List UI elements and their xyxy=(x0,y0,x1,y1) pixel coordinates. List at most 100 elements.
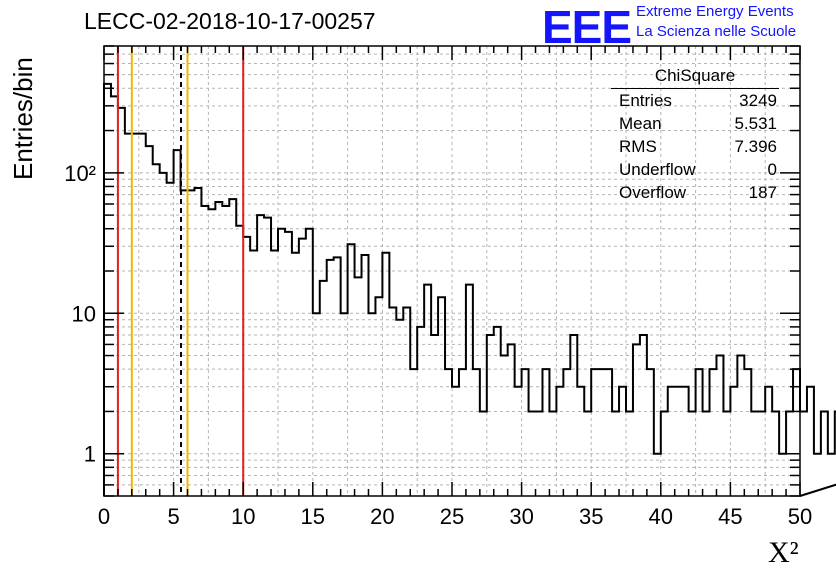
histogram-bin xyxy=(139,134,146,496)
histogram-bin xyxy=(772,411,779,496)
histogram-bin xyxy=(807,387,814,496)
histogram-bin xyxy=(417,327,424,496)
stats-row-overflow: Overflow 187 xyxy=(611,181,779,204)
stats-label: Overflow xyxy=(619,183,687,202)
histogram-bin xyxy=(612,411,619,496)
histogram-bin xyxy=(480,411,487,496)
axis-ticks xyxy=(103,45,801,497)
histogram-bin xyxy=(779,454,786,496)
histogram-outline xyxy=(103,82,836,497)
histogram-bin xyxy=(800,411,807,496)
histogram-bin xyxy=(292,253,299,496)
histogram-bin xyxy=(104,84,111,496)
logo-subtitle-2: La Scienza nelle Scuole xyxy=(636,23,797,40)
stats-label: Underflow xyxy=(619,160,696,179)
y-tick-label: 1 xyxy=(84,442,96,467)
x-tick-label: 35 xyxy=(579,504,603,529)
histogram-bin xyxy=(515,387,522,496)
histogram-bin xyxy=(194,188,201,496)
histogram-bin xyxy=(640,335,647,496)
histogram-bin xyxy=(278,229,285,496)
histogram-bin xyxy=(271,250,278,496)
stats-label: RMS xyxy=(619,137,657,156)
histogram-bin xyxy=(730,387,737,496)
histogram-bin xyxy=(577,387,584,496)
eee-logo: EEE xyxy=(542,1,632,53)
reference-lines xyxy=(116,46,245,496)
histogram-bin xyxy=(487,335,494,496)
histogram-bin xyxy=(389,307,396,496)
stats-row-rms: RMS 7.396 xyxy=(611,135,779,158)
histogram-bin xyxy=(111,96,118,496)
histogram-bin xyxy=(452,387,459,496)
x-tick-label: 10 xyxy=(231,504,255,529)
histogram-bin xyxy=(529,411,536,496)
histogram-bin xyxy=(522,369,529,496)
y-tick-label: 10² xyxy=(64,161,96,186)
histogram-bin xyxy=(723,411,730,496)
histogram-bin xyxy=(174,150,181,496)
histogram-bin xyxy=(758,411,765,496)
chart-title: LECC-02-2018-10-17-00257 xyxy=(84,8,376,34)
x-tick-label: 40 xyxy=(649,504,673,529)
histogram-bin xyxy=(320,281,327,496)
stats-row-mean: Mean 5.531 xyxy=(611,112,779,135)
histogram-bin xyxy=(598,369,605,496)
histogram-bin xyxy=(132,134,139,496)
histogram-bin xyxy=(306,229,313,496)
histogram-bin xyxy=(264,218,271,496)
histogram-bin xyxy=(605,369,612,496)
histogram-bin xyxy=(654,454,661,496)
stats-row-underflow: Underflow 0 xyxy=(611,158,779,181)
stats-value: 187 xyxy=(748,183,777,202)
histogram-bin xyxy=(563,369,570,496)
x-tick-label: 25 xyxy=(440,504,464,529)
histogram-bin xyxy=(619,387,626,496)
stats-box: ChiSquare Entries 3249 Mean 5.531 RMS 7.… xyxy=(611,66,779,204)
histogram-bin xyxy=(668,387,675,496)
histogram-bin xyxy=(542,369,549,496)
histogram-bin xyxy=(410,369,417,496)
histogram-bin xyxy=(125,134,132,496)
stats-value: 7.396 xyxy=(734,137,777,156)
histogram-bin xyxy=(160,173,167,496)
stats-row-entries: Entries 3249 xyxy=(611,89,779,112)
histogram-bin xyxy=(675,387,682,496)
histogram-bin xyxy=(765,387,772,496)
x-tick-label: 15 xyxy=(301,504,325,529)
histogram xyxy=(103,82,836,497)
x-tick-label: 45 xyxy=(718,504,742,529)
histogram-bin xyxy=(536,411,543,496)
stats-label: Mean xyxy=(619,114,662,133)
histogram-bin xyxy=(368,313,375,496)
histogram-bin xyxy=(188,190,195,496)
histogram-bin xyxy=(751,411,758,496)
histogram-bin xyxy=(438,297,445,496)
histogram-bin xyxy=(459,369,466,496)
histogram-bin xyxy=(153,164,160,496)
histogram-bin xyxy=(403,307,410,496)
histogram-bin xyxy=(334,257,341,496)
histogram-bin xyxy=(793,369,800,496)
histogram-bin xyxy=(348,244,355,496)
histogram-bin xyxy=(737,356,744,496)
histogram-bin xyxy=(508,344,515,496)
histogram-bin xyxy=(703,411,710,496)
stats-label: Entries xyxy=(619,91,672,110)
histogram-bin xyxy=(501,356,508,496)
histogram-bin xyxy=(584,411,591,496)
histogram-bin xyxy=(229,199,236,496)
grid xyxy=(104,46,800,496)
histogram-bin xyxy=(682,387,689,496)
histogram-bin xyxy=(821,411,828,496)
histogram-bin xyxy=(375,297,382,496)
x-tick-label: 0 xyxy=(98,504,110,529)
histogram-bin xyxy=(146,146,153,496)
histogram-bin xyxy=(236,226,243,496)
histogram-bin xyxy=(355,277,362,496)
stats-value: 3249 xyxy=(739,91,777,110)
histogram-bin xyxy=(431,335,438,496)
histogram-bin xyxy=(118,108,125,496)
histogram-bin xyxy=(591,369,598,496)
